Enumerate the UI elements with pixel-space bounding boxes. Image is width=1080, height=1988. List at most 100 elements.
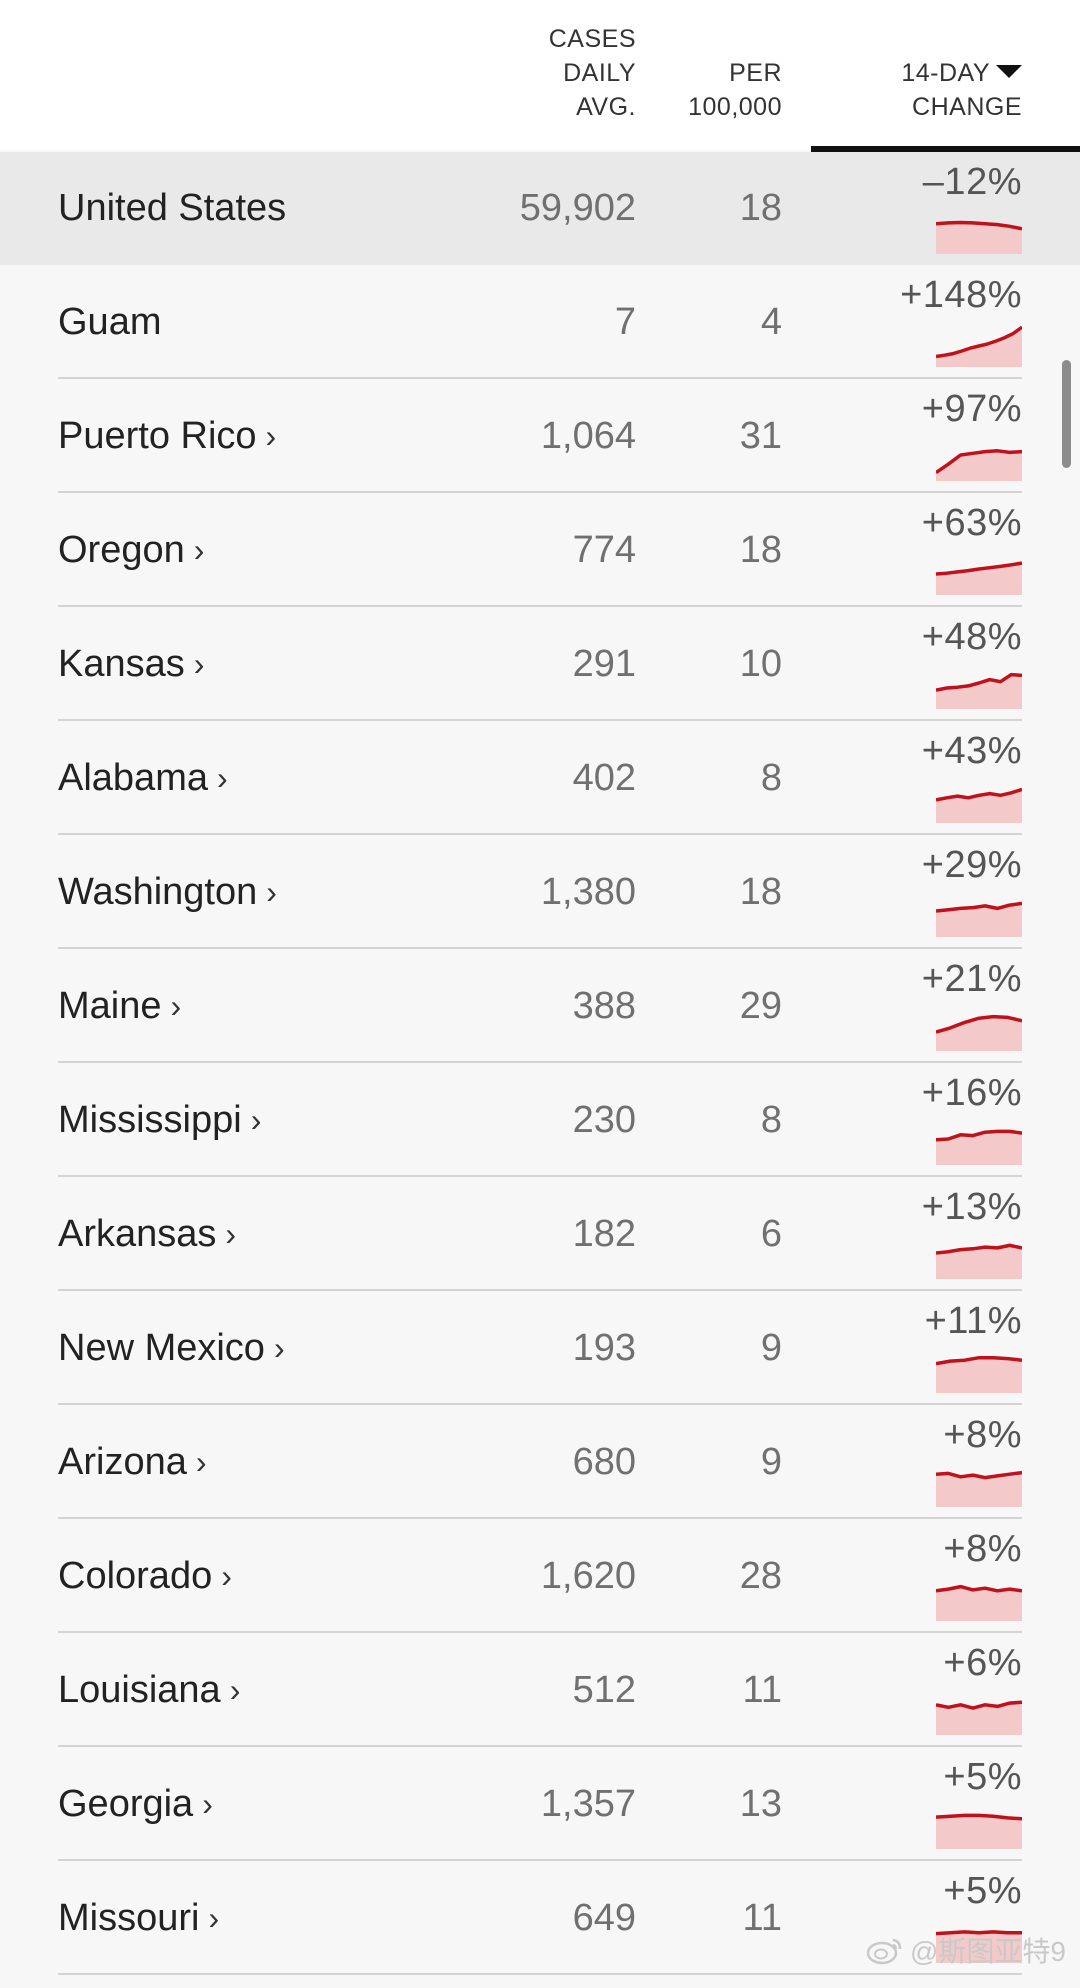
chevron-right-icon: › (221, 1557, 232, 1594)
row-name-label: Kansas (58, 642, 185, 685)
row-divider (58, 947, 1022, 949)
table-row[interactable]: Puerto Rico › 1,064 31 +97% (0, 379, 1080, 493)
row-cases-daily-avg: 182 (572, 1212, 636, 1255)
trend-sparkline (936, 1700, 1022, 1735)
row-name[interactable]: Missouri › (58, 1861, 219, 1975)
row-name[interactable]: Arkansas › (58, 1177, 236, 1291)
table-row[interactable]: Alabama › 402 8 +43% (0, 721, 1080, 835)
chevron-right-icon: › (216, 759, 228, 796)
row-divider (58, 1061, 1022, 1063)
row-per-100k: 28 (739, 1554, 782, 1597)
row-cases-daily-avg: 774 (572, 528, 636, 571)
table-row[interactable]: Arkansas › 182 6 +13% (0, 1177, 1080, 1291)
row-name[interactable]: Oregon › (58, 493, 204, 607)
table-body: United States 59,902 18 –12% Guam 7 4 +148% Puer… (0, 152, 1080, 1975)
row-name-label: Missouri (58, 1896, 200, 1939)
row-cases-daily-avg: 1,064 (540, 414, 636, 457)
row-name-label: United States (58, 187, 287, 229)
sparkline-line (936, 1243, 1022, 1255)
header-14-day-change[interactable]: 14-DAY CHANGE (870, 56, 1022, 124)
header-cases-line3: AVG. (576, 93, 636, 121)
row-name[interactable]: Mississippi › (58, 1063, 261, 1177)
row-per-100k: 10 (739, 642, 782, 685)
row-divider (58, 377, 1022, 379)
table-header: CASES DAILY AVG. PER 100,000 14-DAY CHAN… (0, 0, 1080, 152)
row-name[interactable]: New Mexico › (58, 1291, 285, 1405)
row-name[interactable]: Georgia › (58, 1747, 213, 1861)
row-name[interactable]: Alabama › (58, 721, 228, 835)
row-cases-daily-avg: 512 (572, 1668, 636, 1711)
row-per-100k: 6 (760, 1212, 782, 1255)
sparkline-area (936, 1357, 1022, 1393)
trend-sparkline (936, 561, 1022, 595)
header-per-line2: 100,000 (688, 93, 782, 121)
row-divider (58, 1859, 1022, 1861)
chevron-right-icon: › (229, 1671, 241, 1708)
row-divider (58, 719, 1022, 721)
header-per-line1: PER (729, 59, 782, 87)
sparkline-line (936, 449, 1022, 475)
row-name: Guam (58, 265, 161, 379)
row-14-day-change: +43% (921, 730, 1022, 772)
scrollbar[interactable] (1062, 360, 1071, 468)
trend-sparkline (936, 1129, 1022, 1165)
row-divider (58, 833, 1022, 835)
row-name-label: Guam (58, 300, 162, 343)
row-divider (58, 1289, 1022, 1291)
row-name[interactable]: Colorado › (58, 1519, 232, 1633)
trend-sparkline (936, 787, 1022, 823)
sparkline-area (936, 1472, 1022, 1507)
row-name-label: Puerto Rico (58, 414, 257, 457)
table-row[interactable]: Colorado › 1,620 28 +8% (0, 1519, 1080, 1633)
row-name[interactable]: Washington › (58, 835, 277, 949)
sparkline-area (936, 1931, 1022, 1963)
table-row[interactable]: New Mexico › 193 9 +11% (0, 1291, 1080, 1405)
sparkline-area (936, 1586, 1022, 1621)
row-divider (58, 1175, 1022, 1177)
header-change-line1: 14-DAY (901, 59, 990, 87)
row-divider (58, 1631, 1022, 1633)
row-14-day-change: –12% (922, 161, 1022, 203)
trend-sparkline (936, 1355, 1022, 1393)
row-per-100k: 18 (739, 528, 782, 571)
row-name-label: Louisiana (58, 1668, 221, 1711)
row-name[interactable]: Louisiana › (58, 1633, 240, 1747)
row-divider (58, 605, 1022, 607)
header-per-100k[interactable]: PER 100,000 (640, 56, 782, 124)
chevron-right-icon: › (170, 987, 182, 1024)
sparkline-line (936, 787, 1022, 802)
header-cases-daily-avg[interactable]: CASES DAILY AVG. (470, 22, 636, 124)
row-name[interactable]: Kansas › (58, 607, 204, 721)
row-14-day-change: +8% (943, 1414, 1022, 1456)
table-row[interactable]: Kansas › 291 10 +48% (0, 607, 1080, 721)
row-name-label: Washington (58, 870, 258, 913)
sparkline-line (936, 1700, 1022, 1710)
row-cases-daily-avg: 402 (572, 756, 636, 799)
row-name-label: Colorado (58, 1554, 213, 1597)
chevron-right-icon: › (265, 417, 277, 454)
table-row[interactable]: Oregon › 774 18 +63% (0, 493, 1080, 607)
chevron-right-icon: › (195, 1443, 207, 1480)
row-divider (58, 1745, 1022, 1747)
table-row[interactable]: Mississippi › 230 8 +16% (0, 1063, 1080, 1177)
row-cases-daily-avg: 230 (572, 1098, 636, 1141)
sparkline-area (936, 222, 1022, 254)
sparkline-line (936, 1813, 1022, 1821)
trend-sparkline (936, 1930, 1022, 1963)
table-row[interactable]: Arizona › 680 9 +8% (0, 1405, 1080, 1519)
row-name[interactable]: Maine › (58, 949, 181, 1063)
table-row[interactable]: Maine › 388 29 +21% (0, 949, 1080, 1063)
table-row[interactable]: Georgia › 1,357 13 +5% (0, 1747, 1080, 1861)
row-name[interactable]: Puerto Rico › (58, 379, 276, 493)
row-cases-daily-avg: 680 (572, 1440, 636, 1483)
row-name-label: Arizona (58, 1440, 187, 1483)
row-cases-daily-avg: 388 (572, 984, 636, 1027)
sparkline-area (936, 1245, 1022, 1279)
row-name[interactable]: Arizona › (58, 1405, 207, 1519)
chevron-right-icon: › (225, 1215, 237, 1252)
trend-sparkline (936, 220, 1022, 254)
table-row[interactable]: Louisiana › 512 11 +6% (0, 1633, 1080, 1747)
table-row[interactable]: Missouri › 649 11 +5% (0, 1861, 1080, 1975)
table-row[interactable]: Washington › 1,380 18 +29% (0, 835, 1080, 949)
